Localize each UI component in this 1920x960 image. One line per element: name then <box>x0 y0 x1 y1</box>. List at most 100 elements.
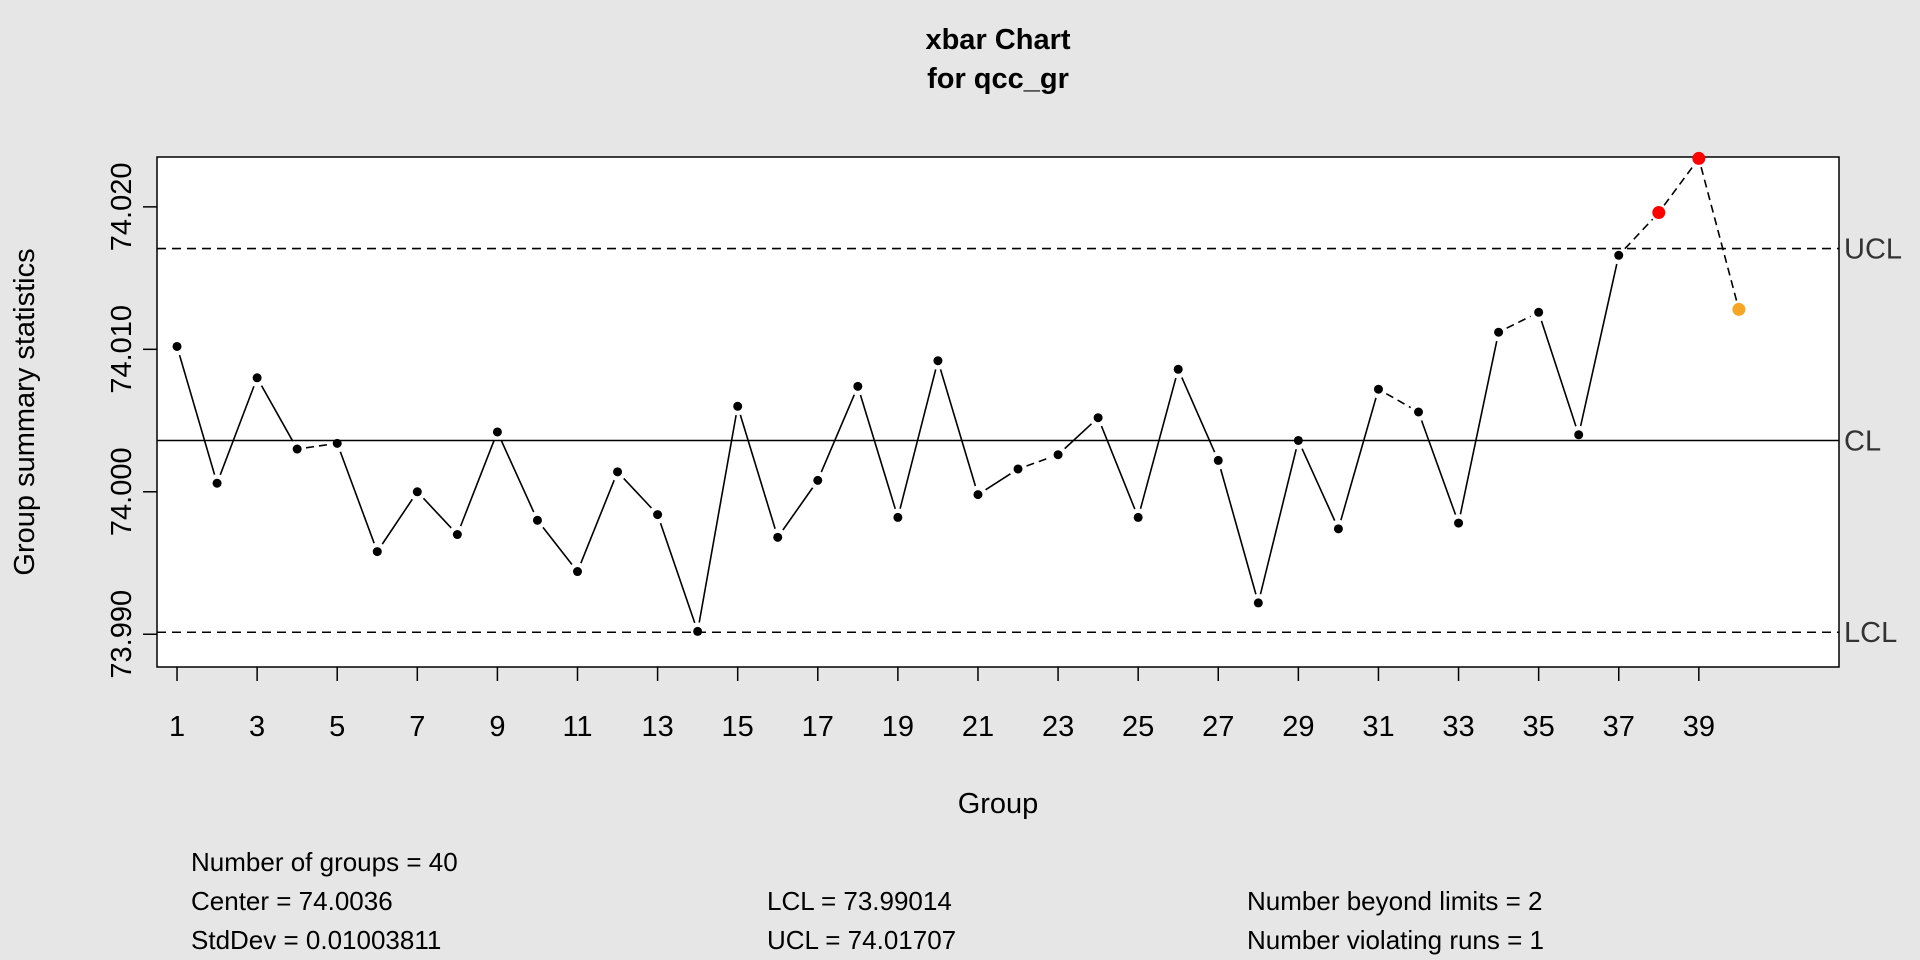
chart-subtitle: for qcc_gr <box>927 63 1069 95</box>
data-point <box>1652 206 1666 220</box>
data-point <box>1053 450 1063 460</box>
data-point <box>1253 598 1263 608</box>
stat-ucl: UCL = 74.01707 <box>767 925 957 955</box>
data-point <box>693 626 703 636</box>
data-point <box>1373 384 1383 394</box>
x-tick-label: 23 <box>1042 711 1074 743</box>
series-segment <box>381 498 413 545</box>
data-point <box>1494 327 1504 337</box>
series-segment <box>422 497 452 529</box>
y-tick-label: 73.990 <box>106 590 138 679</box>
data-point <box>933 356 943 366</box>
data-point <box>1093 413 1103 423</box>
y-tick-label: 74.020 <box>106 163 138 252</box>
series-segment <box>1540 320 1577 427</box>
series-segment <box>820 394 856 473</box>
series-segment <box>1700 166 1738 301</box>
x-tick-label: 15 <box>722 711 754 743</box>
data-point <box>1213 455 1223 465</box>
series-segment <box>459 440 495 527</box>
data-point <box>1534 307 1544 317</box>
x-tick-label: 5 <box>329 711 345 743</box>
x-tick-label: 25 <box>1122 711 1154 743</box>
series-segment <box>1026 457 1050 467</box>
data-point <box>733 401 743 411</box>
lcl-label: LCL <box>1844 617 1897 649</box>
data-point <box>252 373 262 383</box>
series-segment <box>178 354 216 475</box>
data-point <box>492 427 502 437</box>
ucl-label: UCL <box>1844 234 1902 266</box>
series-segment <box>1064 423 1093 450</box>
data-point <box>1414 407 1423 417</box>
series-segment <box>500 439 535 513</box>
x-tick-label: 13 <box>641 711 673 743</box>
data-point <box>1133 512 1143 522</box>
data-point <box>212 478 222 488</box>
data-point <box>1293 435 1303 445</box>
data-point <box>893 512 903 522</box>
series-segment <box>1259 449 1297 595</box>
data-point <box>1333 524 1343 534</box>
series-segment <box>1385 392 1412 409</box>
series-segment <box>305 443 329 449</box>
series-segment <box>1219 468 1257 595</box>
series-segment <box>782 487 814 531</box>
series-segment <box>1181 377 1216 453</box>
stat-violating-runs: Number violating runs = 1 <box>1247 925 1544 955</box>
data-point <box>292 444 302 454</box>
data-point <box>452 530 462 540</box>
x-tick-label: 7 <box>409 711 425 743</box>
x-tick-label: 35 <box>1523 711 1555 743</box>
data-point <box>1614 250 1624 260</box>
data-point <box>412 487 422 497</box>
x-tick-label: 1 <box>169 711 185 743</box>
series-segment <box>659 522 696 624</box>
series-segment <box>1663 165 1695 206</box>
data-point <box>613 467 623 477</box>
x-tick-label: 33 <box>1442 711 1474 743</box>
x-tick-label: 39 <box>1683 711 1715 743</box>
x-tick-label: 29 <box>1282 711 1314 743</box>
x-tick-label: 21 <box>962 711 994 743</box>
series-segment <box>1301 448 1336 521</box>
stat-stddev: StdDev = 0.01003811 <box>191 925 442 955</box>
data-point <box>773 532 783 542</box>
data-point <box>1454 518 1464 528</box>
series-segment <box>1420 420 1457 515</box>
series-segment <box>985 473 1011 491</box>
series-segment <box>859 394 897 510</box>
x-tick-label: 11 <box>562 711 592 743</box>
x-tick-label: 19 <box>882 711 914 743</box>
data-point <box>973 490 983 500</box>
data-point <box>172 341 182 351</box>
data-point <box>1692 151 1706 165</box>
series-segment <box>1459 340 1498 515</box>
series-segment <box>1624 218 1654 250</box>
x-tick-label: 37 <box>1603 711 1635 743</box>
x-tick-label: 3 <box>249 711 265 743</box>
data-point <box>1173 364 1183 374</box>
series-segment <box>1506 315 1531 329</box>
series-segment <box>1100 425 1136 510</box>
data-point <box>853 381 863 391</box>
series-segment <box>939 369 977 487</box>
data-point <box>813 475 823 485</box>
data-point <box>1732 302 1746 316</box>
series-segment <box>1139 377 1177 509</box>
stat-beyond-limits: Number beyond limits = 2 <box>1247 886 1543 916</box>
data-point <box>372 547 382 557</box>
series-segment <box>542 526 573 565</box>
series-segment <box>899 369 937 509</box>
series-segment <box>1340 397 1377 521</box>
data-point <box>653 510 663 520</box>
stat-lcl: LCL = 73.99014 <box>767 886 952 916</box>
data-point <box>1013 464 1023 474</box>
series-segment <box>1579 263 1618 427</box>
series-segment <box>339 451 375 544</box>
series-segment <box>260 385 294 442</box>
chart-title: xbar Chart <box>925 24 1070 56</box>
x-tick-label: 9 <box>489 711 505 743</box>
data-point <box>1574 430 1584 440</box>
